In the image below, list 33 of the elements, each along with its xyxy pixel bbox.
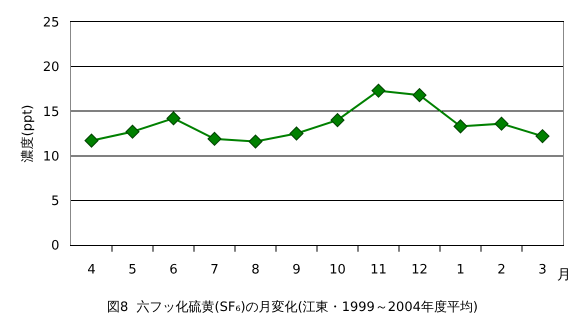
point — [248, 134, 262, 149]
x-tick-label: 9 — [292, 262, 301, 278]
point — [208, 132, 222, 146]
y-tick-label: 20 — [42, 60, 60, 76]
x-tick-label: 8 — [251, 262, 260, 278]
x-tick-label: 4 — [87, 262, 96, 278]
y-axis-title: 濃度(ppt) — [19, 104, 36, 162]
x-tick-label: 7 — [210, 262, 219, 278]
x-tick-label: 12 — [411, 262, 428, 278]
x-tick-label: 3 — [538, 262, 547, 278]
x-tick-label: 5 — [128, 262, 137, 278]
text: 図8 六フッ化硫黄(SF₆)の月変化(江東・1999～2004年度平均) — [107, 299, 478, 315]
x-tick-label: 11 — [370, 262, 387, 278]
point — [536, 129, 550, 144]
point — [372, 84, 386, 98]
y-tick-label: 0 — [51, 238, 60, 254]
x-tick-label: 6 — [169, 262, 178, 278]
x-tick-label: 10 — [329, 262, 346, 278]
x-tick-label: 2 — [497, 262, 506, 278]
point — [330, 113, 344, 128]
y-tick-label: 10 — [42, 149, 60, 164]
x-tick-label: 1 — [456, 262, 465, 278]
point — [454, 119, 468, 134]
point — [84, 134, 98, 148]
y-tick-label: 25 — [42, 16, 60, 31]
point — [494, 116, 508, 131]
point — [166, 111, 180, 126]
y-tick-label: 5 — [51, 194, 60, 209]
point — [126, 124, 140, 139]
point — [290, 126, 304, 140]
point — [412, 88, 426, 102]
x-axis-title: 月 — [557, 267, 571, 283]
y-tick-label: 15 — [42, 104, 60, 120]
